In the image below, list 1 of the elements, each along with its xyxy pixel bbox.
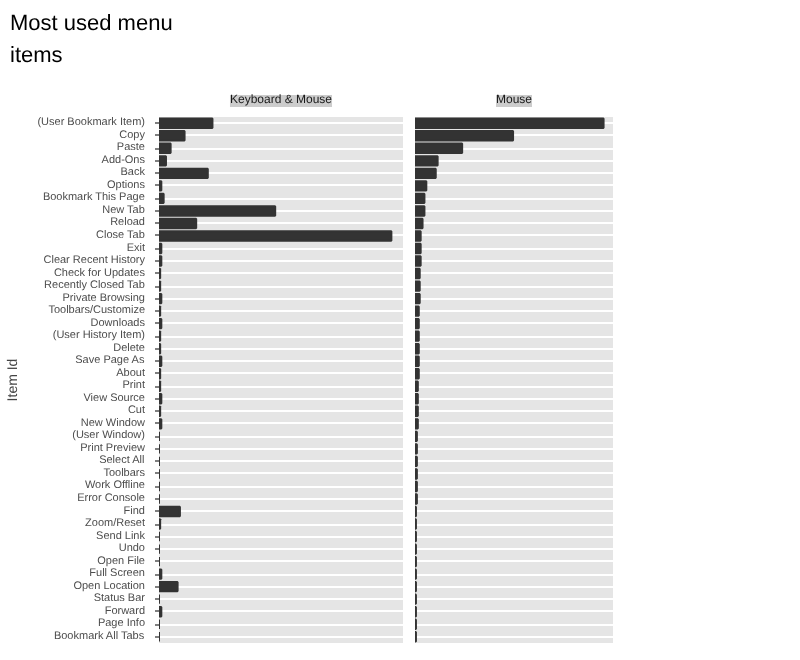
text: Most used menu items <box>10 10 175 72</box>
